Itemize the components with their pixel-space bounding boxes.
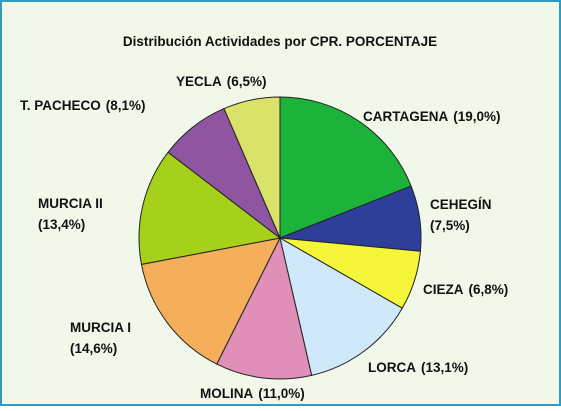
pie-slice: [216, 236, 313, 380]
value-label: (6,8%): [469, 282, 509, 297]
value-label: (6,5%): [227, 74, 267, 89]
value-label: (13,4%): [38, 217, 85, 232]
category-name: YECLA: [176, 74, 222, 89]
category-name: MOLINA: [200, 386, 253, 401]
slice-label: LORCA (13,1%): [368, 360, 468, 375]
slice-label: CIEZA (6,8%): [423, 282, 508, 297]
pie-slice: [279, 236, 403, 377]
category-name: LORCA: [368, 360, 416, 375]
value-label: (8,1%): [106, 98, 146, 113]
chart-title: Distribución Actividades por CPR. PORCEN…: [123, 34, 437, 49]
value-label: (19,0%): [453, 109, 500, 124]
slice-label: YECLA (6,5%): [176, 74, 267, 89]
slice-label: MURCIA II: [38, 196, 103, 211]
category-name: T. PACHECO: [20, 98, 101, 113]
category-name: CIEZA: [423, 282, 464, 297]
slice-label: MOLINA (11,0%): [200, 386, 305, 401]
value-label: (14,6%): [70, 341, 117, 356]
category-name: CARTAGENA: [363, 109, 448, 124]
pie-slice: [279, 96, 412, 239]
slice-label: MURCIA I: [70, 320, 131, 335]
slice-label: T. PACHECO (8,1%): [20, 98, 146, 113]
slice-label: CEHEGÍN: [430, 197, 492, 212]
value-label: (13,1%): [421, 360, 468, 375]
value-label: (7,5%): [430, 218, 470, 233]
pie-slice: [138, 151, 282, 266]
pie-slice: [140, 237, 281, 365]
slice-label: CARTAGENA (19,0%): [363, 109, 501, 124]
value-label: (11,0%): [258, 386, 305, 401]
pie-slice: [223, 96, 281, 239]
